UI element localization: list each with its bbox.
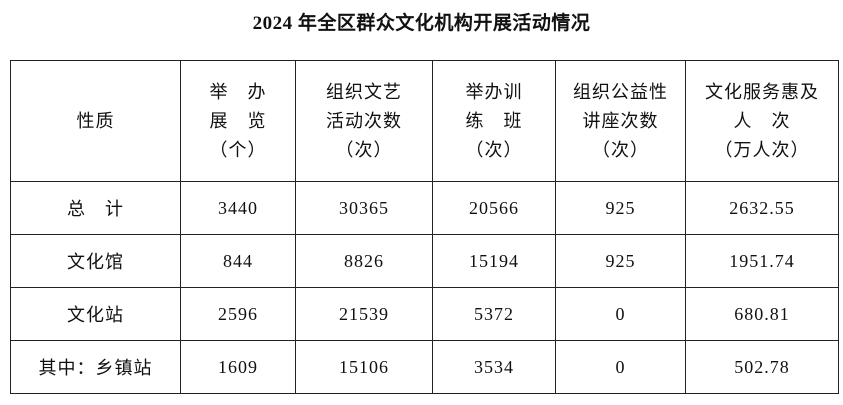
data-table: 性质举 办展 览（个） 组织文艺 活动次数 （次） 举办训练 班（次） 组织公益性 讲座次数… [10, 60, 839, 394]
header-row: 性质举 办展 览（个） 组织文艺 活动次数 （次） 举办训练 班（次） 组织公益性 讲座次数… [10, 60, 839, 182]
header-line: （次） [335, 139, 393, 160]
header-line: 活动次数 [326, 110, 402, 131]
cell: 15106 [295, 340, 433, 394]
header-cell: 文化服务惠及人 次 （万人次） [685, 60, 839, 182]
cell: 925 [555, 234, 686, 288]
cell: 20566 [432, 181, 556, 235]
header-cell: 组织公益性讲座次数 （次） [555, 60, 686, 182]
header-cell: 组织文艺活动次数 （次） [295, 60, 433, 182]
table-title: 2024 年全区群众文化机构开展活动情况 [252, 13, 591, 34]
cell: 15194 [432, 234, 556, 288]
header-line: 举办训 [465, 81, 523, 102]
header-line: （次） [465, 139, 523, 160]
cell: 8826 [295, 234, 433, 288]
data-row: 总 计 3440 30365 20566 925 2632.55 [10, 181, 839, 235]
header-line: 文化服务惠及 [705, 81, 819, 102]
cell: 5372 [432, 287, 556, 341]
row-label: 其中：乡镇站 [10, 340, 181, 394]
header-line: 组织公益性 [573, 81, 668, 102]
cell: 30365 [295, 181, 433, 235]
data-row: 其中：乡镇站 1609 15106 3534 0 502.78 [10, 340, 839, 394]
row-label: 文化馆 [10, 234, 181, 288]
header-line: （万人次） [714, 139, 810, 160]
row-label: 总 计 [10, 181, 181, 235]
cell: 502.78 [685, 340, 839, 394]
cell: 0 [555, 287, 686, 341]
cell: 1609 [180, 340, 296, 394]
header-line: 组织文艺 [326, 81, 402, 102]
cell: 21539 [295, 287, 433, 341]
header-cell: 性质 [10, 60, 181, 182]
cell: 0 [555, 340, 686, 394]
header-line: 展 览 [209, 110, 267, 131]
cell: 680.81 [685, 287, 839, 341]
header-line: （次） [592, 139, 649, 160]
cell: 1951.74 [685, 234, 839, 288]
header-line: 人 次 [733, 110, 791, 131]
cell: 925 [555, 181, 686, 235]
header-line: 练 班 [465, 110, 523, 131]
header-line: 性质 [76, 110, 115, 131]
cell: 3534 [432, 340, 556, 394]
cell: 2596 [180, 287, 296, 341]
header-cell: 举 办展 览 （个） [180, 60, 296, 182]
header-line: （个） [209, 139, 267, 160]
header-line: 举 办 [209, 81, 267, 102]
cell: 3440 [180, 181, 296, 235]
header-line: 讲座次数 [582, 110, 659, 131]
data-row: 文化站 2596 21539 5372 0 680.81 [10, 287, 839, 341]
cell: 844 [180, 234, 296, 288]
row-label: 文化站 [10, 287, 181, 341]
cell: 2632.55 [685, 181, 839, 235]
data-row: 文化馆 844 8826 15194 925 1951.74 [10, 234, 839, 288]
header-cell: 举办训练 班 （次） [432, 60, 556, 182]
